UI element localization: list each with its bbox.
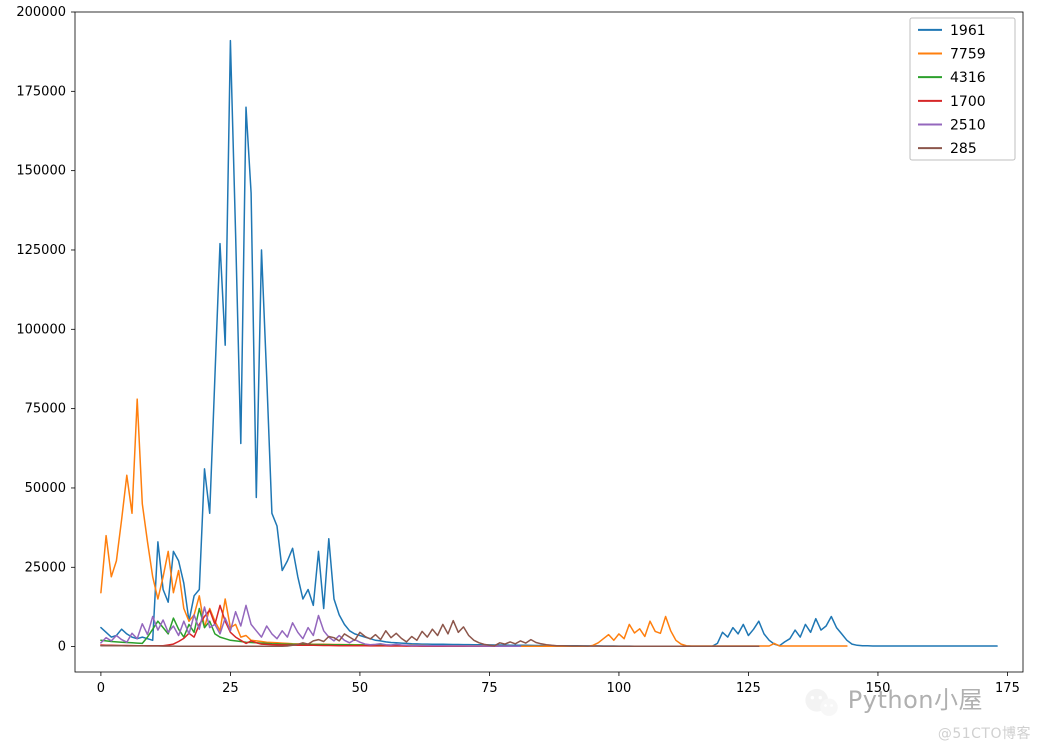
y-tick-label: 25000 xyxy=(25,560,66,575)
wechat-icon xyxy=(801,681,843,723)
y-tick-label: 175000 xyxy=(16,84,66,99)
y-tick-label: 75000 xyxy=(25,402,66,417)
legend-label: 1961 xyxy=(950,23,986,39)
watermark-source: @51CTO博客 xyxy=(938,723,1031,743)
y-tick-label: 150000 xyxy=(16,164,66,179)
legend-label: 4316 xyxy=(950,70,986,86)
chart-container: 0255075100125150175025000500007500010000… xyxy=(0,0,1043,753)
series-1961 xyxy=(101,41,997,647)
y-tick-label: 200000 xyxy=(16,5,66,20)
line-chart: 0255075100125150175025000500007500010000… xyxy=(0,0,1043,753)
y-tick-label: 0 xyxy=(58,640,66,655)
legend-label: 285 xyxy=(950,141,977,157)
legend-label: 2510 xyxy=(950,118,986,134)
watermark-brand: Python小屋 xyxy=(848,680,983,715)
series-2510 xyxy=(101,605,521,646)
legend-label: 1700 xyxy=(950,94,986,110)
x-tick-label: 25 xyxy=(222,681,239,696)
legend-box xyxy=(910,18,1015,160)
legend-label: 7759 xyxy=(950,47,986,63)
x-tick-label: 50 xyxy=(352,681,369,696)
y-tick-label: 50000 xyxy=(25,481,66,496)
x-tick-label: 125 xyxy=(736,681,761,696)
x-tick-label: 100 xyxy=(607,681,632,696)
y-tick-label: 125000 xyxy=(16,243,66,258)
y-tick-label: 100000 xyxy=(16,322,66,337)
x-tick-label: 175 xyxy=(995,681,1020,696)
x-tick-label: 75 xyxy=(481,681,498,696)
x-tick-label: 0 xyxy=(97,681,105,696)
